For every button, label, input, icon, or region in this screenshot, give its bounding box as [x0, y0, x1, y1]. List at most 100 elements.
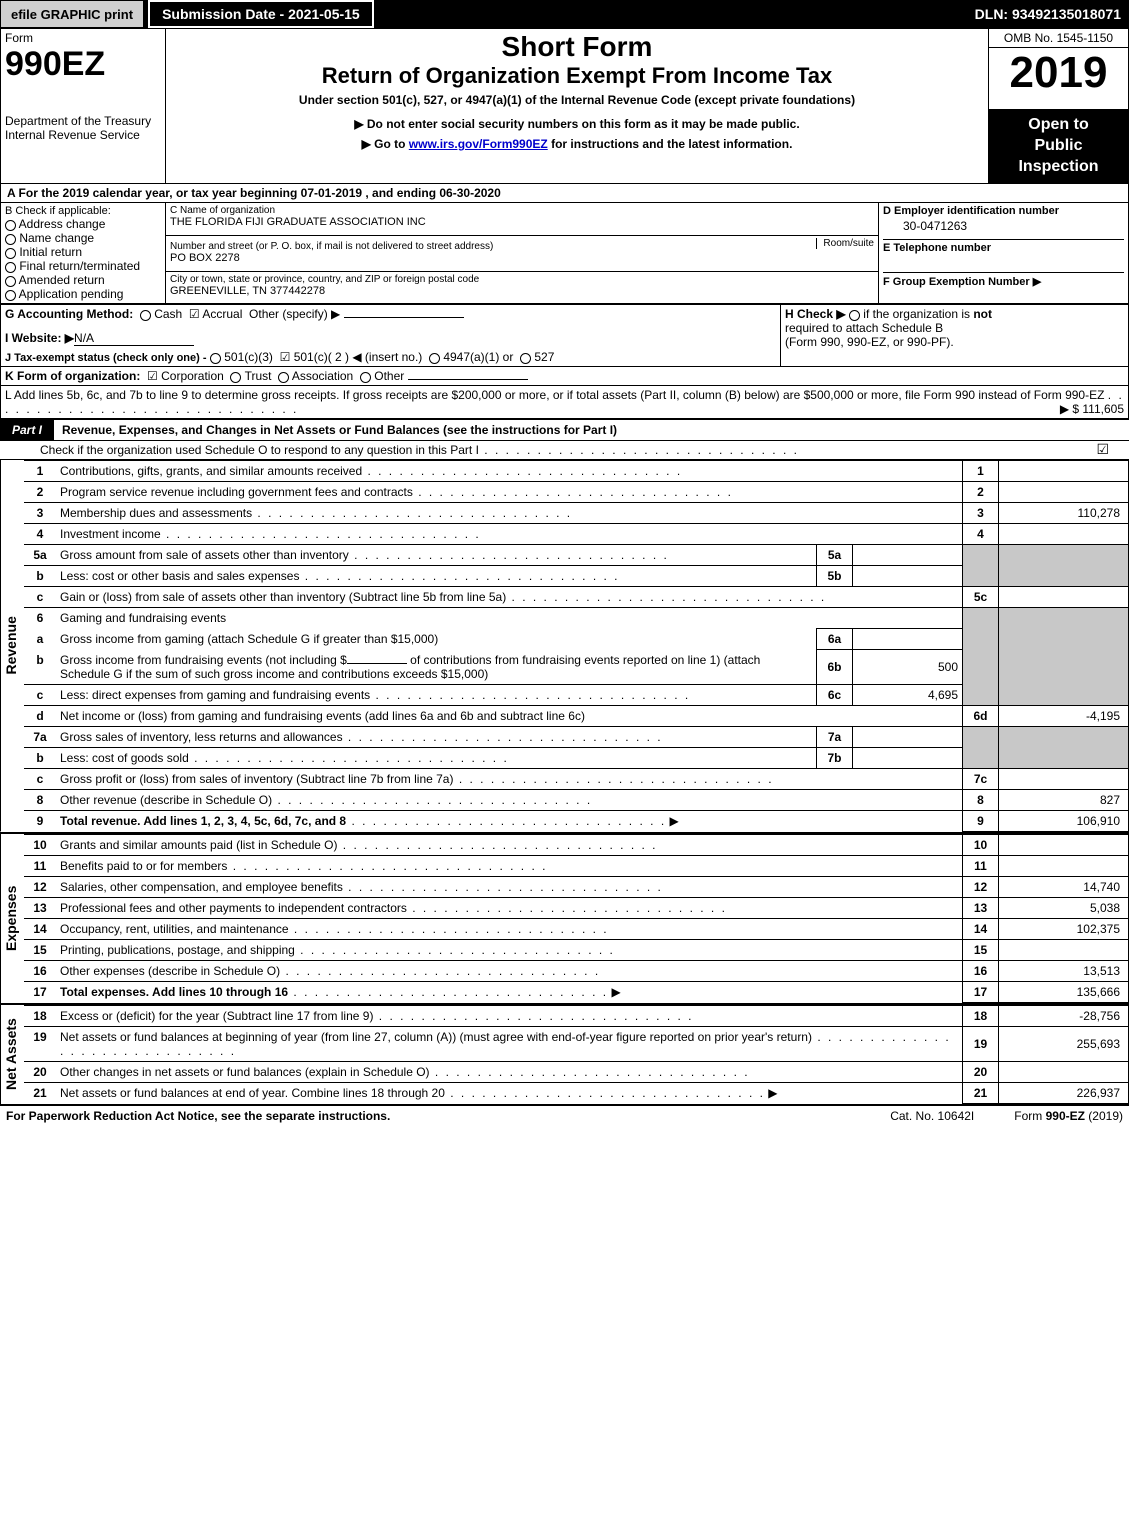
- line-6d-val: -4,195: [999, 705, 1129, 726]
- room-label: Room/suite: [816, 238, 874, 249]
- line-15-rnum: 15: [963, 939, 999, 960]
- j-501c-check[interactable]: ☑: [280, 350, 291, 364]
- line-6-rgrey: [963, 608, 999, 706]
- line-4-rnum: 4: [963, 524, 999, 545]
- k-assoc-radio[interactable]: [278, 372, 289, 383]
- line-21-num: 21: [24, 1082, 56, 1103]
- ein: 30-0471263: [883, 217, 1124, 239]
- line-8-rnum: 8: [963, 789, 999, 810]
- entity-info-block: B Check if applicable: Address change Na…: [0, 202, 1129, 304]
- k-other: Other: [374, 369, 404, 383]
- line-9-desc: Total revenue. Add lines 1, 2, 3, 4, 5c,…: [60, 814, 346, 828]
- line-5a-num: 5a: [24, 545, 56, 566]
- k-other-radio[interactable]: [360, 372, 371, 383]
- j-501c3[interactable]: [210, 353, 221, 364]
- line-10-val: [999, 834, 1129, 855]
- k-label: K Form of organization:: [5, 369, 140, 383]
- line-20-num: 20: [24, 1061, 56, 1082]
- website-input[interactable]: N/A: [74, 331, 194, 346]
- box-d-label: D Employer identification number: [883, 205, 1124, 217]
- line-6-num: 6: [24, 608, 56, 629]
- line-18-num: 18: [24, 1005, 56, 1026]
- form-header: Form 990EZ Department of the Treasury In…: [0, 28, 1129, 184]
- part1-header: Part I Revenue, Expenses, and Changes in…: [0, 419, 1129, 441]
- line-7b-desc: Less: cost of goods sold: [60, 751, 189, 765]
- line-18-desc: Excess or (deficit) for the year (Subtra…: [60, 1009, 373, 1023]
- g-accrual-check[interactable]: ☑: [189, 307, 200, 321]
- line-2-desc: Program service revenue including govern…: [60, 485, 413, 499]
- k-corp-check[interactable]: ☑: [147, 369, 158, 383]
- line-6b-contrib-input[interactable]: [347, 663, 407, 664]
- irs-link[interactable]: www.irs.gov/Form990EZ: [409, 137, 548, 151]
- h-not: not: [973, 307, 992, 321]
- line-5a-desc: Gross amount from sale of assets other t…: [60, 548, 349, 562]
- line-6b-iv: 500: [853, 650, 963, 685]
- j-527[interactable]: [520, 353, 531, 364]
- k-trust-radio[interactable]: [230, 372, 241, 383]
- line-6a-desc: Gross income from gaming (attach Schedul…: [60, 632, 438, 646]
- top-bar: efile GRAPHIC print Submission Date - 20…: [0, 0, 1129, 28]
- h-text2: required to attach Schedule B: [785, 321, 943, 335]
- j-4947[interactable]: [429, 353, 440, 364]
- line-6d-num: d: [24, 705, 56, 726]
- line-20-rnum: 20: [963, 1061, 999, 1082]
- line-7c-desc: Gross profit or (loss) from sales of inv…: [60, 772, 453, 786]
- line-3-rnum: 3: [963, 503, 999, 524]
- line-6-rvgrey: [999, 608, 1129, 706]
- line-15-val: [999, 939, 1129, 960]
- j-label: J Tax-exempt status (check only one) -: [5, 352, 207, 364]
- line-19-num: 19: [24, 1026, 56, 1061]
- line-14-desc: Occupancy, rent, utilities, and maintena…: [60, 922, 289, 936]
- line-11-val: [999, 855, 1129, 876]
- line-16-val: 13,513: [999, 960, 1129, 981]
- line-18-val: -28,756: [999, 1005, 1129, 1026]
- box-b-opt-initial[interactable]: Initial return: [5, 245, 161, 259]
- k-other-input[interactable]: [408, 379, 528, 380]
- l-value: ▶ $ 111,605: [1060, 402, 1124, 416]
- efile-print-button[interactable]: efile GRAPHIC print: [0, 0, 144, 28]
- box-b-opt-pending[interactable]: Application pending: [5, 287, 161, 301]
- line-13-num: 13: [24, 897, 56, 918]
- line-7a-iv: [853, 726, 963, 747]
- j-o1: 501(c)(3): [224, 350, 273, 364]
- g-other-input[interactable]: [344, 317, 464, 318]
- g-cash-radio[interactable]: [140, 310, 151, 321]
- g-other-label: Other (specify) ▶: [249, 307, 340, 321]
- expenses-section: Expenses 10Grants and similar amounts pa…: [0, 832, 1129, 1003]
- box-b-opt-final[interactable]: Final return/terminated: [5, 259, 161, 273]
- box-b-opt-amended[interactable]: Amended return: [5, 273, 161, 287]
- line-4-num: 4: [24, 524, 56, 545]
- h-label: H Check ▶: [785, 307, 846, 321]
- dept-treasury: Department of the Treasury: [5, 114, 161, 128]
- line-17-rnum: 17: [963, 981, 999, 1002]
- k-trust: Trust: [245, 369, 272, 383]
- line-2-val: [999, 482, 1129, 503]
- line-7b-iv: [853, 747, 963, 768]
- city-label: City or town, state or province, country…: [170, 274, 874, 285]
- i-label: I Website: ▶: [5, 331, 74, 345]
- g-label: G Accounting Method:: [5, 307, 133, 321]
- line-10-rnum: 10: [963, 834, 999, 855]
- h-text1: if the organization is: [863, 307, 973, 321]
- telephone: [883, 254, 1124, 272]
- goto-line: ▶ Go to www.irs.gov/Form990EZ for instru…: [170, 137, 984, 151]
- ghijkl-block: G Accounting Method: Cash ☑ Accrual Othe…: [0, 304, 1129, 419]
- line-5a-il: 5a: [817, 545, 853, 566]
- line-7a-il: 7a: [817, 726, 853, 747]
- line-1-rnum: 1: [963, 461, 999, 482]
- title-short-form: Short Form: [170, 31, 984, 63]
- line-5b-num: b: [24, 566, 56, 587]
- org-name: THE FLORIDA FIJI GRADUATE ASSOCIATION IN…: [170, 216, 874, 228]
- line-17-val: 135,666: [999, 981, 1129, 1002]
- addr-label: Number and street (or P. O. box, if mail…: [170, 241, 493, 252]
- h-checkbox[interactable]: [849, 310, 860, 321]
- line-8-val: 827: [999, 789, 1129, 810]
- box-e-label: E Telephone number: [883, 239, 1124, 254]
- line-8-desc: Other revenue (describe in Schedule O): [60, 793, 272, 807]
- footer-form: Form 990-EZ (2019): [1014, 1109, 1123, 1123]
- box-b-opt-address[interactable]: Address change: [5, 217, 161, 231]
- line-6b-desc: Gross income from fundraising events (no…: [60, 653, 347, 667]
- part1-schedule-o-checkbox[interactable]: [1079, 441, 1129, 459]
- line-12-val: 14,740: [999, 876, 1129, 897]
- box-b-opt-name[interactable]: Name change: [5, 231, 161, 245]
